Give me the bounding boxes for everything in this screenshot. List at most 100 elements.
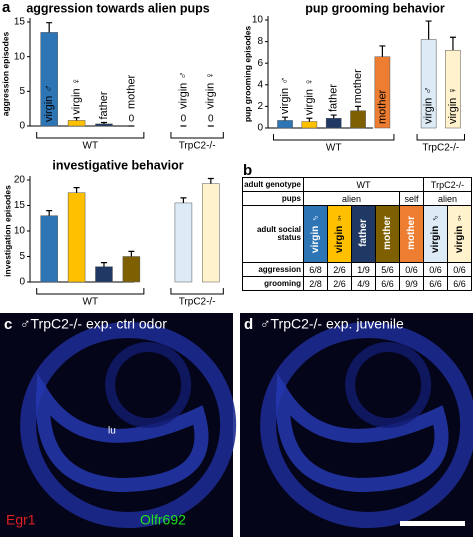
tissue-outer — [260, 322, 473, 528]
group-bracket — [272, 134, 395, 141]
category-label: virgin ♂ — [177, 71, 189, 109]
category-label: father — [328, 84, 340, 112]
status-cell: mother — [399, 205, 424, 263]
category-label: virgin ♀ — [70, 77, 82, 115]
group-label: TrpC2-/- — [422, 143, 459, 154]
value-label: 0 — [181, 114, 187, 125]
data-cell: 2/8 — [303, 276, 328, 291]
group-label: WT — [326, 143, 342, 154]
group-label: WT — [83, 297, 99, 308]
y-axis-label: aggression episodes — [0, 31, 10, 116]
row-header: adult social status — [242, 205, 304, 263]
y-tick-label: 15 — [14, 200, 26, 211]
genotype-cell: TrpC2-/- — [423, 177, 472, 192]
status-cell: virgin ♂ — [423, 205, 448, 263]
y-tick-label: 10 — [14, 51, 26, 62]
category-label: mother — [376, 89, 388, 124]
group-label: TrpC2-/- — [179, 141, 216, 152]
data-cell: 2/6 — [327, 276, 352, 291]
bar — [350, 110, 366, 129]
chart-title: investigative behavior — [52, 158, 183, 172]
error-bar — [207, 177, 214, 184]
data-cell: 2/6 — [327, 262, 352, 277]
data-cell: 6/8 — [303, 262, 328, 277]
scale-bar — [400, 521, 465, 526]
value-label: 0 — [129, 114, 135, 125]
category-label: virgin ♀ — [447, 86, 459, 124]
data-cell: 1/9 — [351, 262, 376, 277]
panel-label: d — [244, 316, 253, 333]
y-tick-label: 10 — [14, 226, 26, 237]
summary-table: adult genotype WT TrpC2-/- pups alien self ali… — [242, 177, 472, 291]
category-label: mother — [125, 74, 137, 109]
error-bar — [73, 187, 80, 193]
bar — [67, 192, 86, 283]
pups-cell: self — [399, 191, 424, 206]
bar — [122, 256, 141, 283]
error-bar — [330, 114, 337, 119]
bar — [67, 120, 86, 127]
data-cell: 9/9 — [399, 276, 424, 291]
error-bar — [180, 197, 187, 203]
y-tick-label: 10 — [252, 15, 264, 26]
status-label: virgin ♂ — [310, 212, 321, 254]
bar — [40, 215, 58, 283]
pups-cell: alien — [423, 191, 472, 206]
value-label: 0 — [208, 114, 214, 125]
tissue-outer — [20, 322, 237, 528]
status-label: father — [358, 219, 369, 247]
data-cell: 6/6 — [375, 276, 400, 291]
category-label: virgin ♂ — [43, 84, 55, 122]
error-bar — [355, 105, 362, 111]
genotype-cell: WT — [303, 177, 424, 192]
bar — [325, 118, 342, 129]
category-label: father — [98, 91, 110, 119]
error-bar — [282, 116, 289, 121]
tissue-crescent — [275, 373, 449, 493]
panel-label: b — [243, 162, 252, 179]
status-label: virgin ♂ — [430, 212, 441, 254]
data-cell: 6/6 — [447, 276, 472, 291]
pups-cell: alien — [303, 191, 400, 206]
stain-label: Olfr692 — [140, 512, 186, 528]
data-cell: 0/6 — [423, 262, 448, 277]
error-bar — [449, 36, 456, 51]
status-cell: virgin ♀ — [447, 205, 472, 263]
status-cell: mother — [375, 205, 400, 263]
error-bar — [73, 117, 80, 121]
error-bar — [306, 117, 313, 122]
panel-label: a — [2, 0, 11, 16]
status-label: virgin ♀ — [454, 212, 465, 254]
group-bracket — [170, 132, 224, 139]
tissue-inner — [345, 342, 432, 428]
group-label: WT — [83, 141, 99, 152]
data-cell: 4/9 — [351, 276, 376, 291]
status-label: mother — [406, 216, 417, 250]
group-label: TrpC2-/- — [179, 297, 216, 308]
y-axis-label: pup grooming episodes — [242, 26, 252, 123]
chart-title: pup grooming behavior — [305, 1, 445, 15]
chart-title: aggression towards alien pups — [26, 1, 209, 15]
stain-label: Egr1 — [6, 512, 36, 528]
category-label: virgin ♂ — [279, 77, 291, 115]
category-label: virgin ♀ — [303, 78, 315, 116]
data-cell: 0/6 — [447, 262, 472, 277]
bar — [95, 266, 113, 283]
bar — [174, 202, 193, 283]
panel-label: c — [4, 316, 12, 333]
error-bar — [46, 210, 53, 216]
bar — [202, 183, 220, 283]
error-bar — [379, 45, 386, 57]
y-tick-label: 0 — [257, 123, 263, 134]
tissue-crescent — [35, 373, 209, 493]
y-tick-label: 6 — [257, 58, 263, 69]
tissue-inner — [105, 342, 192, 428]
group-bracket — [36, 132, 145, 139]
y-tick-label: 0 — [19, 121, 25, 132]
y-tick-label: 0 — [19, 277, 25, 288]
image-title: ♂TrpC2-/- exp. juvenile — [260, 316, 404, 332]
error-bar — [100, 121, 107, 124]
lumen-label: lu — [108, 426, 116, 437]
